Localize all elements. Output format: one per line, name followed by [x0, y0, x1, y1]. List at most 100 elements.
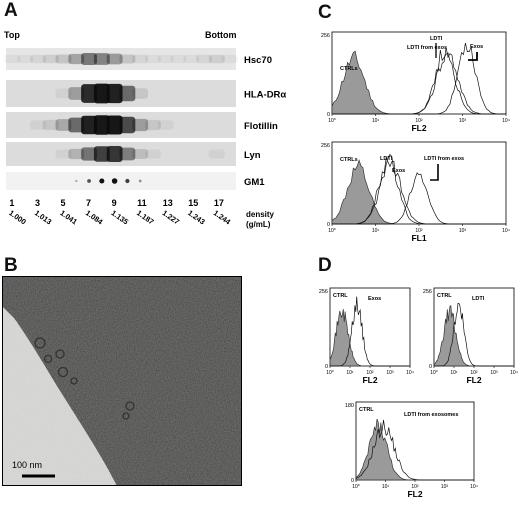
- blot-band: [4, 54, 21, 64]
- y-min-label: 0: [327, 112, 330, 118]
- x-tick-label: 10²: [415, 228, 423, 234]
- blot-label: Flotillin: [244, 121, 278, 132]
- blot-band: [145, 149, 161, 159]
- y-min-label: 0: [327, 222, 330, 228]
- blot-band: [55, 54, 72, 64]
- y-max-label: 256: [319, 289, 328, 295]
- panel-letter-a: A: [4, 0, 18, 21]
- sample-label: LDTI from exosomes: [404, 412, 458, 418]
- x-tick-label: 10¹: [346, 370, 354, 376]
- x-tick-label: 10⁰: [328, 118, 336, 124]
- x-tick-label: 10¹: [450, 370, 458, 376]
- fraction-number: 17: [214, 198, 224, 208]
- y-min-label: 0: [351, 478, 354, 484]
- density-values: 1.000 1.013 1.041 1.084 1.135 1.187 1.227 1.243…: [7, 208, 233, 227]
- blot-dot: [125, 178, 130, 184]
- blot-band: [81, 52, 97, 66]
- density-value: 1.041: [58, 208, 79, 226]
- blot-band: [30, 54, 46, 64]
- blot-band: [157, 54, 174, 64]
- blot-band: [183, 54, 200, 64]
- blot-row-1: HLA-DRα: [6, 80, 286, 107]
- blot-band: [68, 53, 85, 65]
- sample-histogram: [332, 172, 506, 225]
- fraction-number: 7: [86, 198, 91, 208]
- blot-band: [106, 145, 123, 163]
- exos-label: Exos: [392, 168, 405, 174]
- blot-label: Lyn: [244, 150, 261, 161]
- x-axis-label: FL1: [411, 233, 426, 243]
- x-axis-label: FL2: [411, 123, 426, 133]
- blot-band: [208, 149, 225, 159]
- blot-band: [93, 115, 110, 135]
- x-tick-label: 10³: [459, 118, 467, 124]
- blot-band: [208, 54, 225, 64]
- blot-band: [106, 53, 123, 65]
- blot-row-3: Lyn: [6, 142, 261, 166]
- density-value: 1.000: [7, 208, 28, 226]
- x-tick-label: 10²: [366, 370, 374, 376]
- blot-band: [42, 119, 59, 131]
- blot-dot: [99, 178, 105, 184]
- arrow-exos: [468, 52, 478, 61]
- blot-band: [145, 119, 161, 131]
- panel-letter-d: D: [318, 255, 332, 276]
- blot-band: [93, 146, 110, 162]
- x-tick-label: 10²: [415, 118, 423, 124]
- blot-band: [30, 120, 46, 130]
- blot-band: [119, 54, 136, 64]
- x-axis-label: FL2: [466, 375, 481, 385]
- blot-dot: [138, 179, 142, 183]
- sample-label: Exos: [368, 296, 381, 302]
- y-max-label: 180: [345, 403, 354, 409]
- blot-band: [132, 118, 149, 132]
- x-tick-label: 10⁴: [502, 118, 510, 124]
- exosome-vesicles: [34, 337, 135, 420]
- sample-histogram: [434, 302, 514, 367]
- exos-label: Exos: [470, 44, 483, 50]
- blot-band: [42, 54, 59, 64]
- blot-band: [196, 54, 212, 64]
- sample-label: LDTI: [472, 296, 485, 302]
- x-tick-label: 10⁰: [352, 484, 360, 490]
- blot-band: [81, 115, 97, 135]
- top-label: Top: [4, 30, 20, 40]
- blot-band: [145, 54, 161, 64]
- ctrl-label: CTRL: [333, 293, 348, 299]
- blot-label: Hsc70: [244, 55, 272, 66]
- bottom-label: Bottom: [205, 30, 237, 40]
- control-histogram: [433, 305, 514, 367]
- fraction-numbers: 1 3 5 7 9 11 13 15 17: [9, 198, 223, 208]
- blot-row-2: Flotillin: [6, 112, 278, 138]
- blot-row-0: Hsc70: [4, 48, 272, 70]
- arrow-ldti-exos: [430, 164, 439, 181]
- fraction-number: 15: [188, 198, 198, 208]
- fraction-number: 11: [137, 198, 147, 208]
- x-tick-label: 10⁴: [406, 370, 414, 376]
- control-histogram: [355, 418, 474, 481]
- blot-band: [106, 83, 123, 104]
- fraction-number: 5: [61, 198, 66, 208]
- y-min-label: 0: [429, 364, 432, 370]
- blot-label: HLA-DRα: [244, 90, 286, 101]
- blot-band: [132, 149, 149, 159]
- x-tick-label: 10²: [470, 370, 478, 376]
- sample-histogram: [332, 42, 506, 115]
- control-histogram: [331, 159, 506, 225]
- ctrls-label: CTRLs: [340, 157, 358, 163]
- ldti-label: LDTI: [380, 156, 393, 162]
- ldti-from-exos-label: LDTI from exos: [407, 45, 447, 51]
- blot-band: [55, 88, 72, 99]
- ctrl-label: CTRL: [359, 407, 374, 413]
- x-tick-label: 10⁰: [430, 370, 438, 376]
- density-value: 1.084: [84, 208, 105, 227]
- blot-band: [132, 88, 149, 99]
- y-max-label: 256: [321, 33, 330, 39]
- fraction-number: 9: [112, 198, 117, 208]
- x-tick-label: 10³: [441, 484, 449, 490]
- scale-bar-label: 100 nm: [12, 460, 42, 470]
